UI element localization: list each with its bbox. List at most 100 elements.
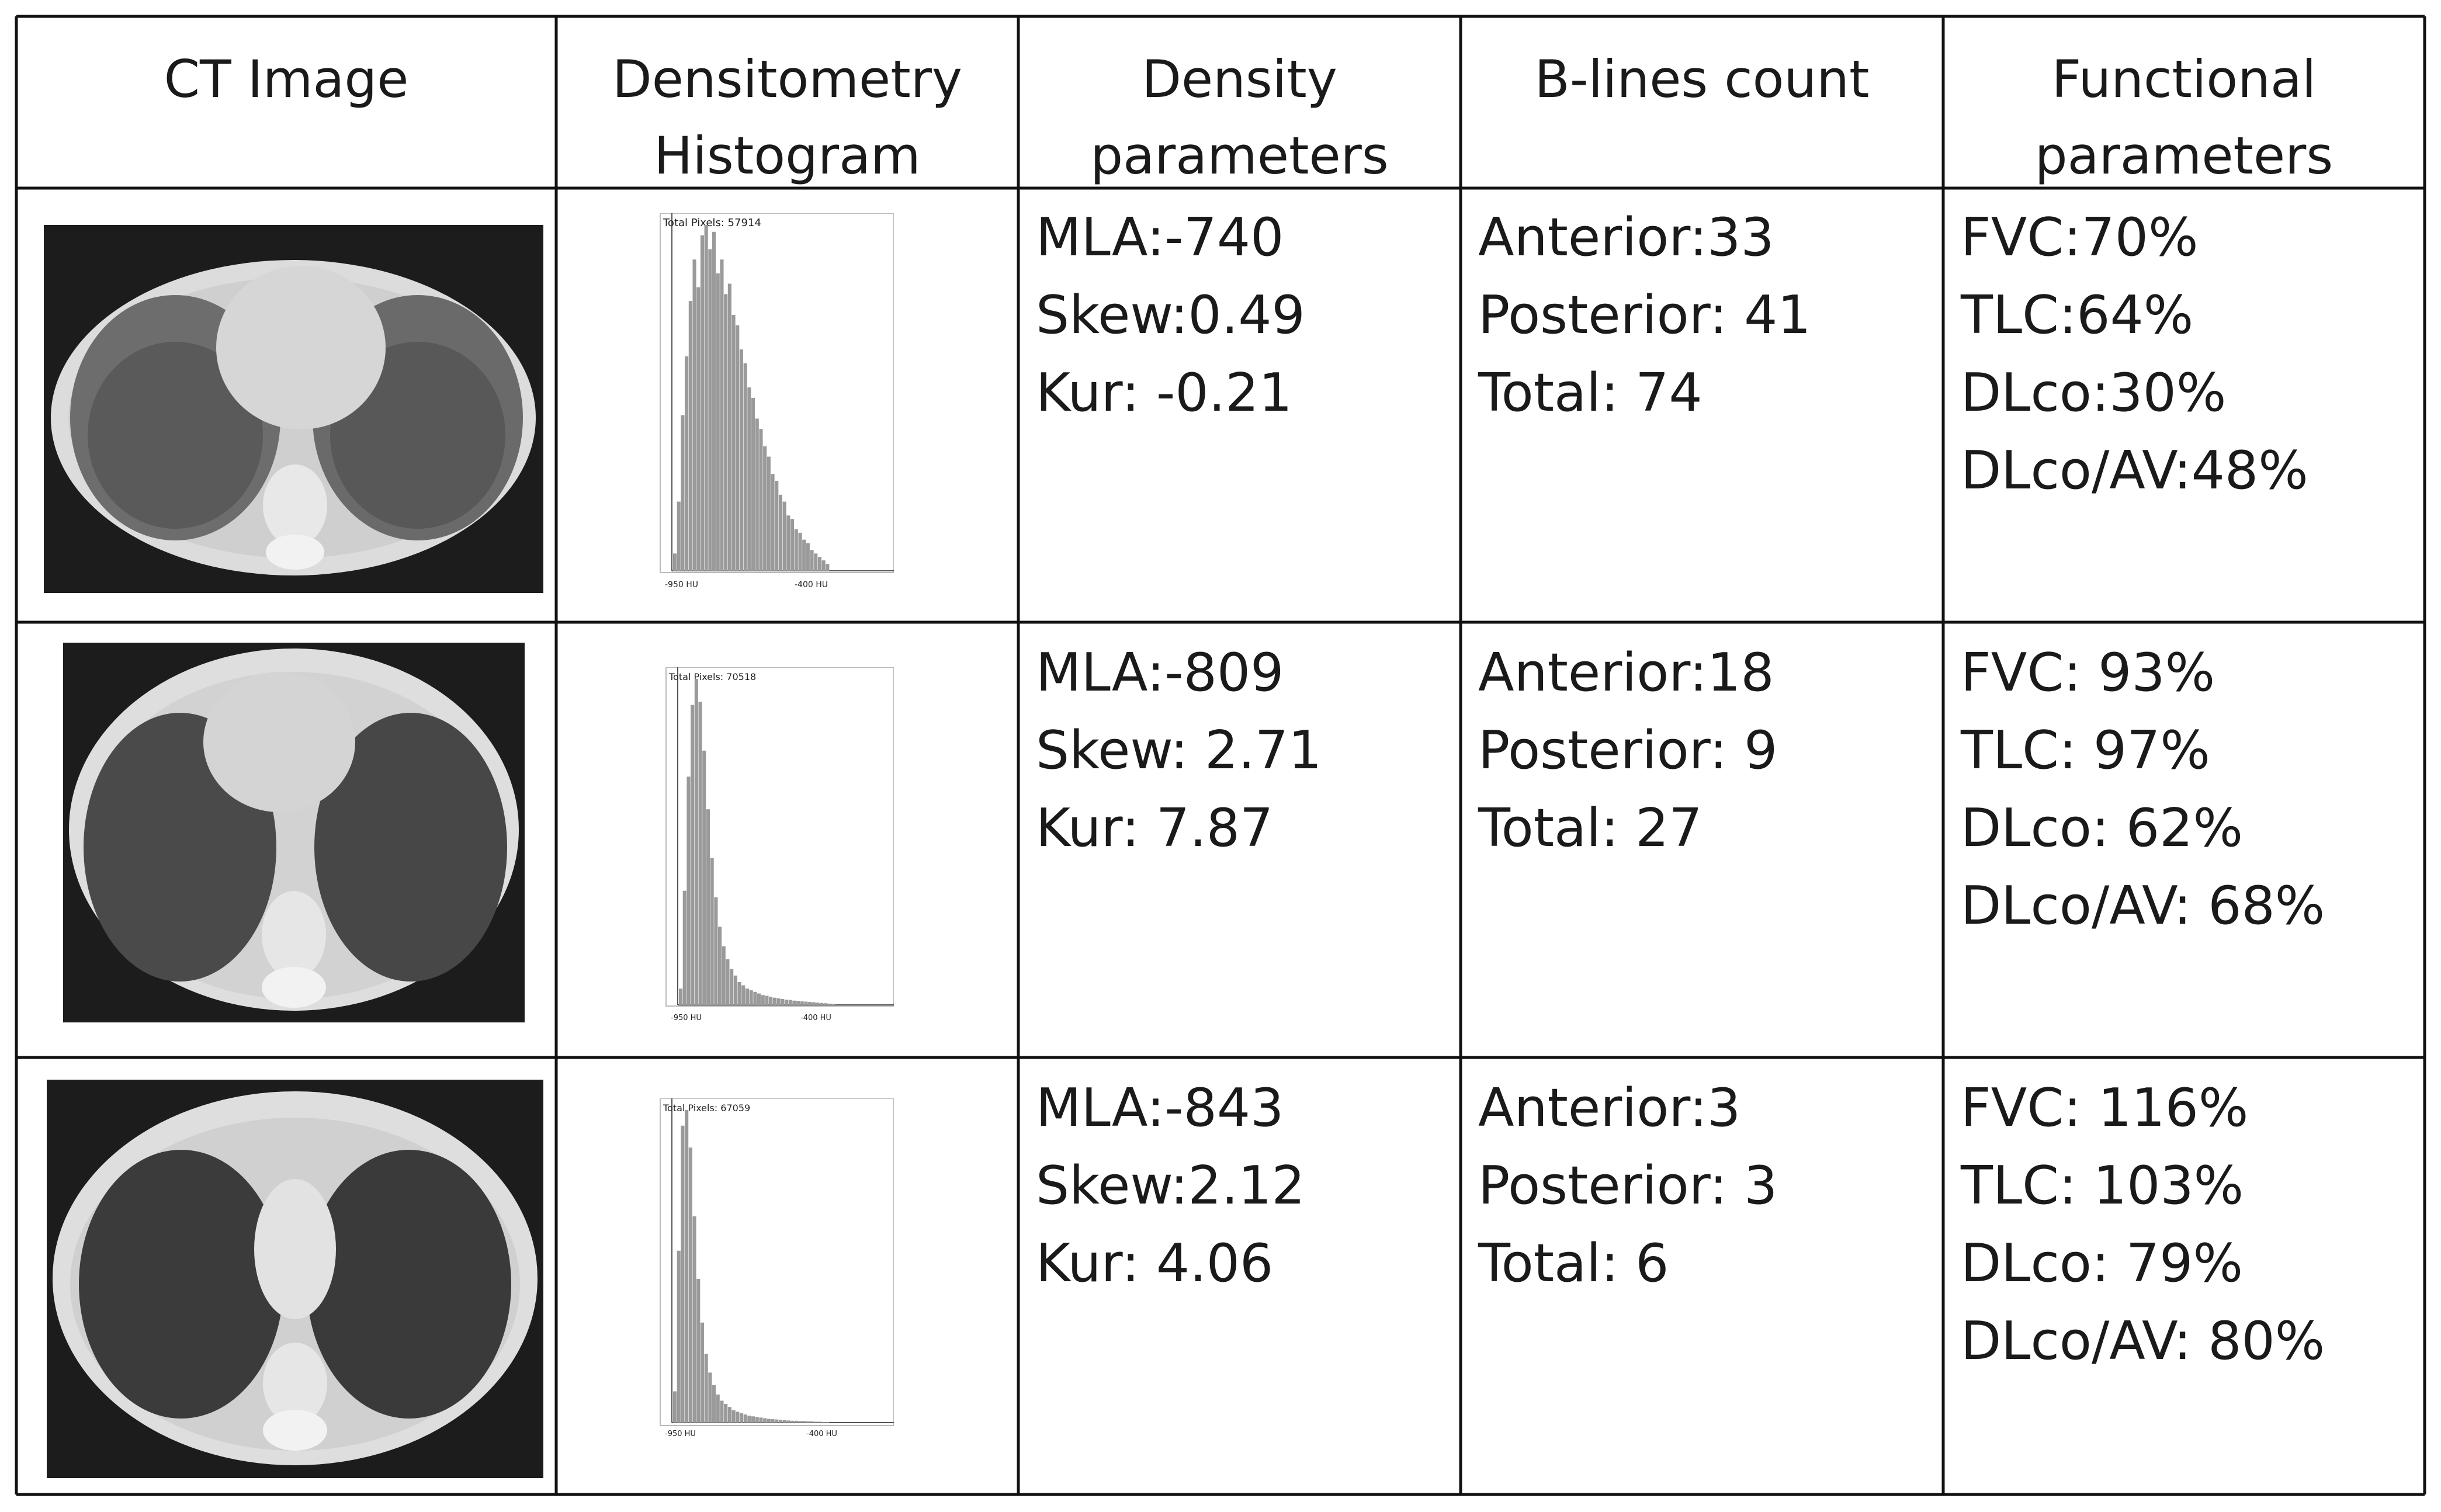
- histogram-bar: [778, 1420, 782, 1423]
- blines-count-row-1: Anterior:33 Posterior: 41 Total: 74: [1461, 199, 1943, 432]
- histogram-bar: [790, 1420, 795, 1423]
- histogram-bar: [798, 1421, 802, 1423]
- histogram-chart: Total Pixels: 67059 -950 HU -400 HU: [660, 1098, 894, 1438]
- blines-value: Anterior:3: [1478, 1077, 1741, 1139]
- blines-count-row-2: Anterior:18 Posterior: 9 Total: 27: [1461, 634, 1943, 867]
- histogram-bar: [796, 1001, 800, 1005]
- histogram-bar: [682, 890, 686, 1005]
- blines-value: Posterior: 3: [1478, 1155, 1778, 1216]
- histogram-bar: [755, 418, 759, 571]
- histogram-bar: [771, 1419, 775, 1423]
- histogram-chart: Total Pixels: 57914 -950 HU -400 HU: [660, 213, 894, 589]
- header-functional-parameters: Functional parameters: [1943, 16, 2425, 188]
- histogram-bar: [794, 529, 798, 571]
- histogram-bar: [794, 1420, 798, 1423]
- histogram-bar: [673, 1391, 677, 1423]
- histogram-bar: [763, 446, 767, 571]
- histogram-bar: [730, 969, 734, 1005]
- histogram-bar: [743, 363, 747, 571]
- histogram-bar: [771, 474, 775, 571]
- histogram-total-label: Total Pixels: 67059: [663, 1102, 750, 1114]
- histogram-bar: [767, 1419, 771, 1423]
- histogram-bar: [692, 259, 696, 571]
- density-parameters-row-2: MLA:-809 Skew: 2.71 Kur: 7.87: [1018, 634, 1461, 867]
- density-value: Kur: -0.21: [1036, 362, 1292, 424]
- functional-value: TLC:64%: [1961, 285, 2194, 346]
- histogram-bar: [816, 1003, 820, 1005]
- histogram-bar: [827, 1003, 831, 1005]
- histogram-bar: [823, 1003, 827, 1005]
- functional-parameters-row-2: FVC: 93% TLC: 97% DLco: 62% DLco/AV: 68%: [1943, 634, 2425, 945]
- histogram-bar: [814, 1421, 818, 1423]
- header-line: CT Image: [164, 49, 409, 109]
- histogram-bar: [712, 1385, 716, 1423]
- histogram-bar: [755, 1417, 759, 1423]
- density-value: Kur: 4.06: [1036, 1233, 1274, 1294]
- histogram-bar: [727, 283, 731, 571]
- functional-value: DLco:30%: [1961, 362, 2227, 424]
- histogram-bar: [806, 1421, 810, 1423]
- histogram-bar: [810, 1421, 814, 1423]
- functional-parameters-row-1: FVC:70% TLC:64% DLco:30% DLco/AV:48%: [1943, 199, 2425, 509]
- histogram-bar: [821, 560, 826, 571]
- histogram-bar: [821, 1421, 826, 1423]
- histogram-bar: [688, 1147, 692, 1423]
- functional-value: FVC: 116%: [1961, 1077, 2249, 1139]
- histogram-bar: [810, 550, 814, 571]
- histogram-bar: [776, 998, 781, 1005]
- ct-scan-image-row-2: [63, 643, 525, 1022]
- histogram-bar: [700, 235, 704, 571]
- histogram-bar: [759, 429, 763, 571]
- histogram-bar: [812, 1002, 816, 1005]
- ct-scan-image-row-1: [44, 225, 543, 593]
- histogram-x-min-label: -950 HU: [665, 1430, 696, 1438]
- histogram-bar: [784, 1000, 788, 1005]
- histogram-bar: [761, 995, 765, 1005]
- histogram-bar: [786, 1420, 790, 1423]
- header-line: Density: [1142, 49, 1337, 109]
- histogram-bar: [677, 1250, 681, 1423]
- densitometry-histogram-row-2: Total Pixels: 70518 -950 HU -400 HU: [660, 667, 894, 1025]
- blines-value: Total: 74: [1478, 362, 1703, 424]
- histogram-bar: [696, 1278, 701, 1423]
- histogram-bar: [802, 539, 806, 571]
- histogram-bar: [802, 1421, 806, 1423]
- histogram-bar: [685, 1110, 689, 1423]
- histogram-bar: [708, 1372, 712, 1423]
- histogram-bar: [708, 249, 712, 571]
- histogram-bar: [688, 301, 692, 571]
- histogram-bar: [769, 997, 773, 1005]
- functional-value: TLC: 97%: [1961, 720, 2210, 781]
- histogram-bar: [714, 897, 718, 1005]
- histogram-bar: [814, 553, 818, 571]
- histogram-bar: [706, 809, 710, 1005]
- histogram-bar: [817, 1421, 821, 1423]
- histogram-bar: [696, 287, 701, 571]
- ct-scan-image-row-3: [47, 1080, 543, 1478]
- histogram-bar: [782, 501, 786, 571]
- ct-scan-drawing: [63, 643, 525, 1022]
- histogram-bar: [826, 564, 830, 571]
- histogram-bar: [731, 314, 736, 571]
- histogram-bar: [751, 398, 755, 571]
- histogram-bar: [704, 1354, 708, 1423]
- histogram-bar: [702, 750, 706, 1005]
- histogram-bar: [775, 481, 779, 571]
- histogram-bar: [767, 456, 771, 571]
- histogram-bar: [691, 705, 695, 1005]
- histogram-bar: [786, 515, 790, 571]
- histogram-bars: [673, 1110, 830, 1423]
- header-line: parameters: [2034, 126, 2333, 186]
- histogram-bar: [731, 1410, 736, 1423]
- histogram-bar: [736, 1412, 740, 1423]
- histogram-bar: [700, 1322, 704, 1423]
- histogram-bar: [792, 1000, 796, 1005]
- histogram-bar: [698, 702, 702, 1005]
- histogram-bar: [712, 231, 716, 571]
- histogram-bar: [804, 1001, 808, 1005]
- blines-value: Anterior:33: [1478, 207, 1774, 268]
- histogram-bar: [820, 1003, 824, 1005]
- histogram-bars: [673, 225, 830, 571]
- histogram-bar: [739, 1413, 743, 1423]
